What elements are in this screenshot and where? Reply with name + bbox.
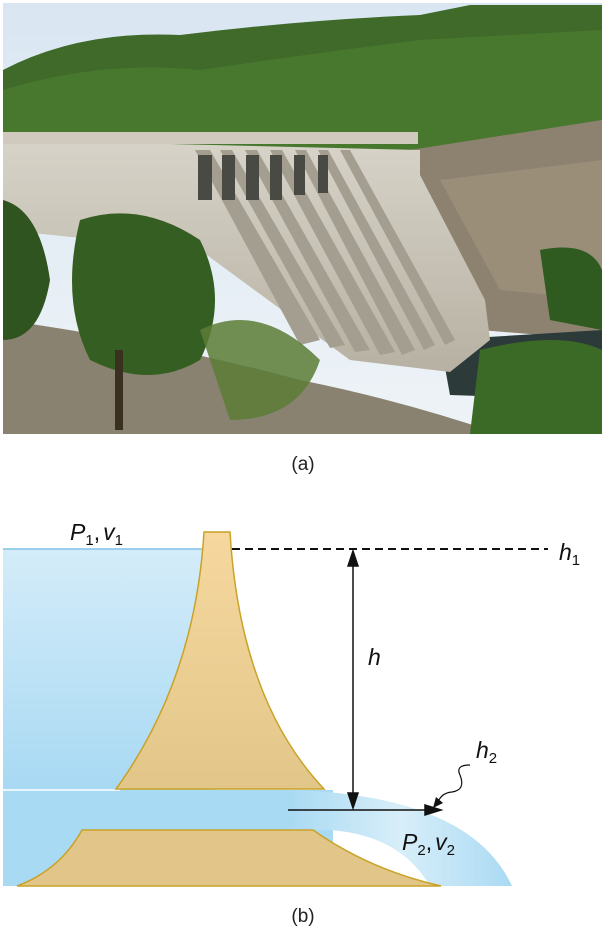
- dam-diagram: [3, 531, 548, 887]
- label-h: h: [368, 644, 381, 670]
- dam-photo: [3, 3, 602, 434]
- label-p2-v2: P2, v2: [402, 829, 455, 859]
- label-p1-v1: P1, v1: [70, 519, 123, 549]
- tree: [72, 213, 215, 375]
- caption-a: (a): [291, 454, 314, 475]
- height-arrow: [346, 548, 360, 811]
- label-h1: h1: [559, 539, 580, 569]
- caption-b: (b): [291, 906, 314, 927]
- water-jet: [290, 790, 512, 886]
- dam-upper: [114, 531, 326, 790]
- h2-reference-arrow: [288, 803, 444, 817]
- h2-squiggle-pointer: [436, 764, 471, 806]
- dam-lower: [16, 829, 442, 887]
- label-h2: h2: [476, 737, 497, 767]
